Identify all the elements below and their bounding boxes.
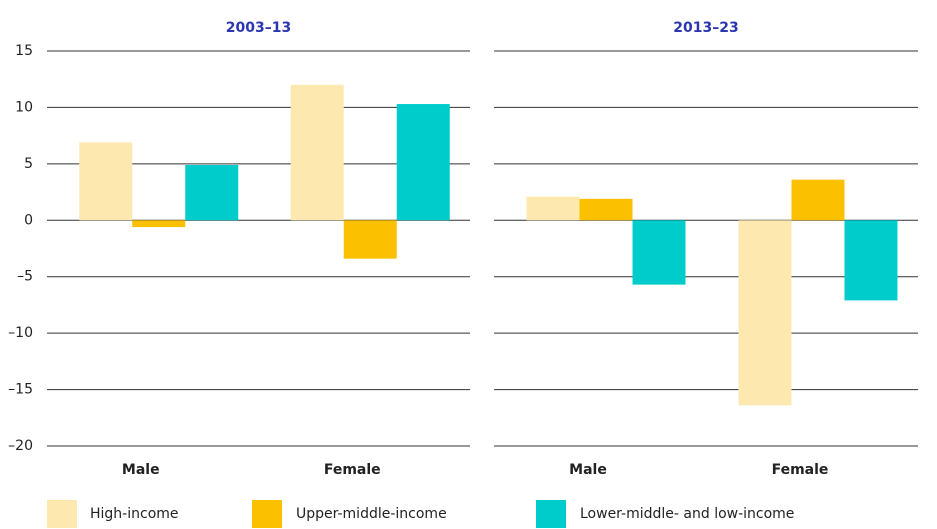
legend-label: High-income bbox=[90, 506, 179, 522]
bar bbox=[632, 220, 686, 285]
y-tick-label: 0 bbox=[24, 212, 33, 228]
legend-swatch bbox=[252, 500, 282, 528]
bar bbox=[579, 198, 633, 221]
bar bbox=[844, 220, 898, 301]
bar bbox=[791, 179, 845, 221]
legend-swatch bbox=[536, 500, 566, 528]
panel-title: 2013–23 bbox=[673, 20, 738, 36]
bar bbox=[79, 142, 133, 221]
x-tick-label: Female bbox=[772, 462, 829, 478]
y-tick-label: –10 bbox=[8, 325, 33, 341]
y-tick-label: 10 bbox=[15, 99, 33, 115]
legend-label: Lower-middle- and low-income bbox=[580, 506, 794, 522]
x-tick-label: Female bbox=[324, 462, 381, 478]
y-tick-label: –15 bbox=[8, 382, 33, 398]
bar bbox=[185, 164, 239, 221]
y-tick-label: 15 bbox=[15, 43, 33, 59]
bar bbox=[738, 220, 792, 406]
legend-label: Upper-middle-income bbox=[296, 506, 447, 522]
y-tick-label: –20 bbox=[8, 438, 33, 454]
bar bbox=[396, 104, 450, 221]
y-tick-label: 5 bbox=[24, 156, 33, 172]
x-tick-label: Male bbox=[569, 462, 607, 478]
panel-title: 2003–13 bbox=[226, 20, 291, 36]
legend-swatch bbox=[47, 500, 77, 528]
x-tick-label: Male bbox=[122, 462, 160, 478]
y-tick-label: –5 bbox=[17, 269, 33, 285]
bar bbox=[526, 196, 580, 221]
bar bbox=[132, 220, 186, 228]
bar bbox=[343, 220, 397, 259]
bar bbox=[290, 84, 344, 221]
